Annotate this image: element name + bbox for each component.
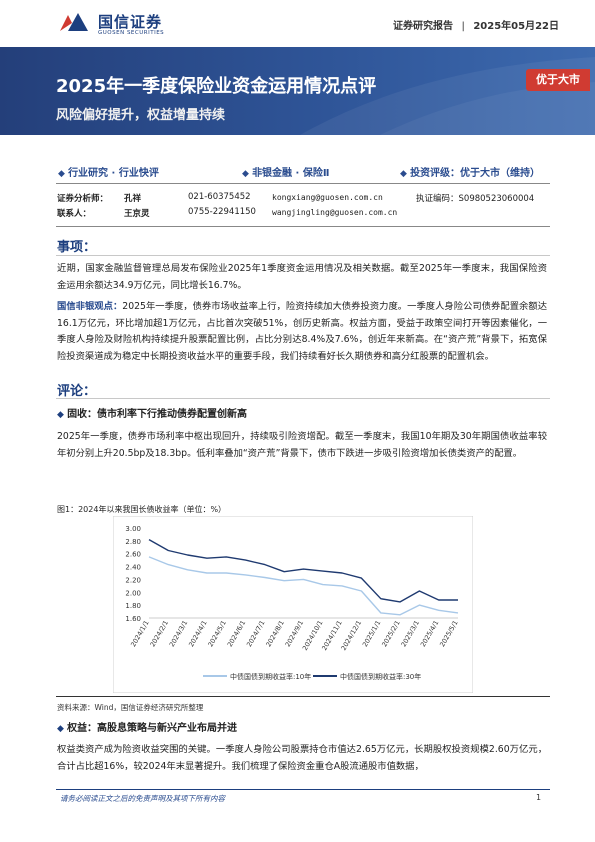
footer-line	[56, 789, 550, 790]
report-meta: 证券研究报告 | 2025年05月22日	[393, 17, 559, 32]
view-lead: 国信非银观点：	[57, 301, 123, 312]
contact-phone: 0755-22941150	[188, 207, 256, 217]
footer-disclaimer: 请务必阅读正文之后的免责声明及其项下所有内容	[60, 794, 225, 803]
analyst-name: 孔祥	[124, 194, 142, 204]
y-tick-label: 1.60	[125, 615, 141, 623]
logo-subtext: GUOSEN SECURITIES	[98, 30, 165, 36]
category-industry: 行业研究 · 行业快评	[58, 164, 159, 179]
analyst-phone: 021-60375452	[188, 192, 251, 202]
y-tick-label: 2.80	[125, 538, 141, 546]
y-tick-label: 1.80	[125, 602, 141, 610]
page-number: 1	[536, 793, 542, 802]
title-banner	[0, 47, 595, 135]
cert-label: 执证编码：S0980523060004	[416, 194, 535, 204]
y-tick-label: 2.40	[125, 564, 141, 572]
view-text: 2025年一季度，债券市场收益率上行，险资持续加大债券投资力度。一季度人身险公司…	[57, 301, 547, 362]
separator: |	[461, 21, 465, 32]
guosen-logo-icon	[60, 13, 88, 31]
logo-text: 国信证券	[98, 13, 163, 31]
report-date: 2025年05月22日	[473, 21, 559, 32]
y-tick-label: 2.60	[125, 551, 141, 559]
section-divider	[56, 398, 550, 399]
legend-label: 中债国债到期收益率:10年	[230, 672, 311, 681]
figure-source: 资料来源：Wind，国信证券经济研究所整理	[57, 703, 204, 712]
figure-divider	[56, 696, 550, 697]
y-tick-label: 3.00	[125, 525, 141, 533]
series-line-30y	[148, 538, 458, 603]
subsection-fixed-income: 固收：债市利率下行推动债券配置创新高	[57, 405, 247, 420]
y-tick-label: 2.20	[125, 576, 141, 584]
category-rating: 投资评级：优于大市（维持）	[400, 164, 540, 179]
section-comment-title: 评论：	[57, 384, 97, 399]
report-title: 2025年一季度保险业资金运用情况点评	[56, 76, 377, 97]
divider	[56, 226, 550, 227]
category-sector: 非银金融 · 保险Ⅱ	[242, 164, 329, 179]
y-tick-label: 2.00	[125, 589, 141, 597]
analyst-email: kongxiang@guosen.com.cn	[272, 193, 383, 202]
section-event-title: 事项：	[57, 240, 97, 255]
equity-paragraph: 权益类资产成为险资收益突围的关键。一季度人身险公司股票持仓市值达2.65万亿元，…	[57, 744, 547, 772]
banner-decoration	[300, 57, 595, 135]
figure-caption: 图1：2024年以来我国长债收益率（单位：%）	[57, 505, 227, 514]
section-divider	[56, 255, 550, 256]
view-paragraph: 国信非银观点：2025年一季度，债券市场收益率上行，险资持续加大债券投资力度。一…	[57, 299, 547, 365]
contact-email: wangjingling@guosen.com.cn	[272, 208, 398, 217]
analyst-role: 证券分析师：	[57, 194, 109, 204]
chart-frame	[113, 516, 473, 693]
report-type: 证券研究报告	[392, 21, 453, 32]
series-line-10y	[148, 556, 459, 616]
report-subtitle: 风险偏好提升，权益增量持续	[56, 108, 226, 123]
fixed-income-paragraph: 2025年一季度，债券市场利率中枢出现回升，持续吸引险资增配。截至一季度末，我国…	[57, 431, 547, 459]
contact-name: 王京灵	[124, 209, 150, 219]
legend-label: 中债国债到期收益率:30年	[340, 672, 421, 681]
event-paragraph: 近期，国家金融监督管理总局发布保险业2025年1季度资金运用情况及相关数据。截至…	[57, 263, 547, 291]
divider	[56, 183, 550, 184]
yield-chart: 3.002.802.602.402.202.001.801.602024/1/1…	[113, 516, 473, 693]
subsection-equity: 权益：高股息策略与新兴产业布局并进	[57, 719, 237, 734]
header-bar	[0, 0, 595, 44]
rating-badge: 优于大市	[526, 69, 590, 91]
cert-number: S0980523060004	[458, 194, 535, 204]
contact-role: 联系人：	[57, 209, 92, 219]
